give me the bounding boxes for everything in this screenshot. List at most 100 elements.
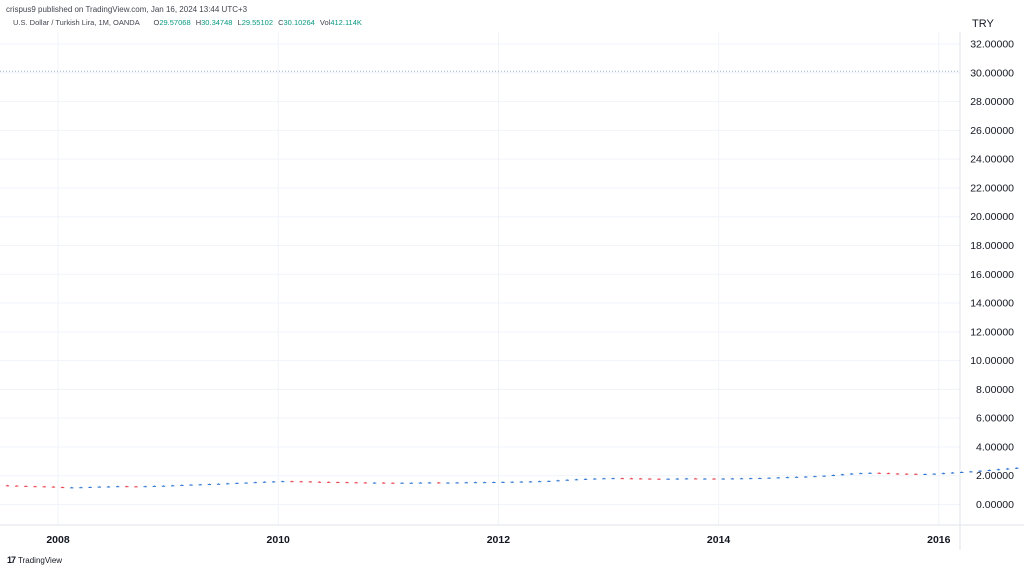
y-tick-label: 6.00000 [976,413,1014,425]
high-value: 30.34748 [201,18,233,27]
x-tick-label: 2008 [46,534,70,546]
y-tick-label: 2.00000 [976,470,1014,482]
x-tick-label: 2016 [927,534,951,546]
candle-body [170,485,175,487]
candle-body [547,480,551,482]
x-tick-label: 2012 [487,534,511,546]
candle-body [914,473,918,475]
candle-body [767,477,771,479]
y-tick-label: 16.00000 [970,269,1014,281]
candle-body [721,478,725,480]
candle-body [189,484,193,486]
candle-body [97,486,101,488]
candle-body [537,481,542,483]
candle-body [684,478,689,480]
candle-body [813,476,817,478]
candle-body [794,476,799,478]
candle-body [712,478,716,480]
candle-body [593,478,597,480]
candle-body [528,481,533,483]
candle-body [409,482,413,484]
candle-body [42,486,46,488]
candle-body [152,485,157,487]
candle-body [308,481,313,483]
candle-body [70,487,74,489]
candle-body [675,478,680,480]
candle-body [510,481,514,483]
candle-body [161,485,166,487]
candle-body [574,479,579,481]
y-tick-label: 20.00000 [970,211,1014,223]
y-tick-label: 12.00000 [970,326,1014,338]
x-tick-label: 2014 [707,534,731,546]
tradingview-logo-text: TradingView [18,555,63,565]
candle-body [859,473,863,475]
candle-body [923,473,927,475]
candle-body [15,485,19,487]
candle-body [143,486,147,488]
candle-body [226,483,230,485]
y-tick-label: 24.00000 [970,154,1014,166]
y-tick-label: 28.00000 [970,96,1014,108]
candle-body [79,487,83,489]
candle-body [391,482,395,484]
y-tick-label: 22.00000 [970,182,1014,194]
candle-body [950,472,955,474]
candle-body [336,482,340,484]
candle-body [180,484,184,486]
y-tick-label: 0.00000 [976,499,1014,511]
candle-body [638,478,643,480]
candle-body [446,482,450,484]
currency-label: TRY [972,18,994,30]
candle-body [996,469,1001,471]
candle-body [281,481,285,483]
candle-body [666,478,670,480]
candle-body [482,482,487,484]
candle-body [804,476,808,478]
candle-body [785,477,790,479]
open-key: O [153,18,160,27]
volume-value: 412.114K [330,18,362,27]
candle-body [941,473,946,475]
candle-body [620,478,624,480]
candle-body [253,482,257,484]
candle-body [473,482,478,484]
candle-body [822,475,826,477]
candle-body [400,482,404,484]
candle-body [501,481,505,483]
candle-body [262,481,267,483]
y-tick-label: 18.00000 [970,240,1014,252]
candle-body [693,478,698,480]
candle-body [271,481,276,483]
y-tick-label: 26.00000 [970,125,1014,137]
candle-body [354,482,358,484]
low-key: L [237,18,242,27]
y-tick-label: 10.00000 [970,355,1014,367]
high-key: H [195,18,202,27]
candle-body [134,486,138,488]
candle-body [739,478,744,480]
candle-body [363,482,368,484]
candle-body [611,478,615,480]
candle-body [840,474,845,476]
candle-body [895,473,900,475]
candle-body [904,473,909,475]
candle-body [849,473,854,475]
candle-body [831,474,835,476]
candle-body [216,483,221,485]
candle-body [886,473,891,475]
close-key: C [278,18,284,27]
candle-body [519,481,524,483]
ohlc-legend: U.S. Dollar / Turkish Lira, 1M, OANDA O2… [13,18,365,27]
y-tick-label: 32.00000 [970,39,1014,51]
publisher-credit: crispus9 published on TradingView.com, J… [6,5,248,14]
candle-body [382,482,386,484]
volume-key: Vol [319,18,331,27]
tradingview-logo: 17 TradingView [7,555,62,565]
candle-body [326,481,331,483]
y-tick-label: 4.00000 [976,441,1014,453]
x-tick-label: 2010 [267,534,291,546]
candle-body [51,486,56,488]
candle-body [749,478,753,480]
